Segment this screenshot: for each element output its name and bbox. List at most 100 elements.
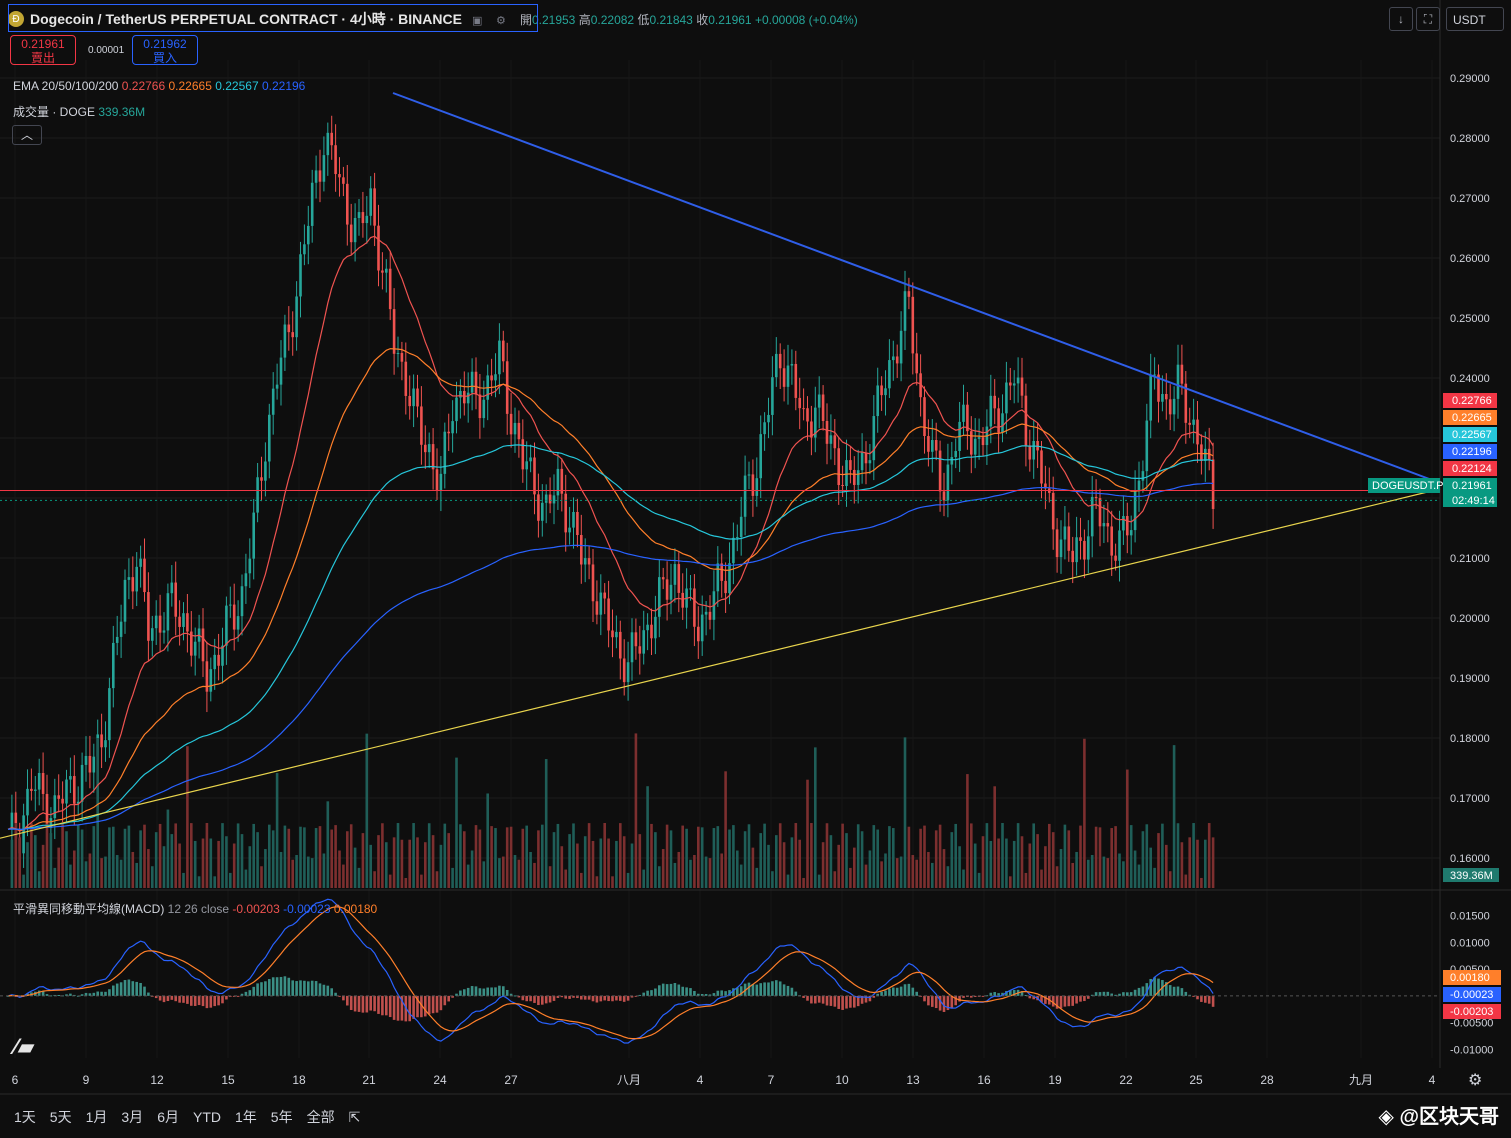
volume-bar xyxy=(759,833,762,888)
date-range-icon[interactable]: ⇱ xyxy=(348,1108,361,1125)
volume-bar xyxy=(950,832,954,888)
volume-legend[interactable]: 成交量 · DOGE 339.36M xyxy=(13,105,146,119)
x-tick-label: 7 xyxy=(768,1073,775,1087)
fullscreen-icon[interactable]: ⛶ xyxy=(1416,7,1440,31)
volume-bar xyxy=(1009,876,1012,888)
macd-histogram-bar xyxy=(466,987,470,996)
candle-body xyxy=(934,440,938,451)
volume-bar xyxy=(396,823,400,888)
download-icon[interactable]: ↓ xyxy=(1389,7,1413,31)
macd-histogram-bar xyxy=(431,995,435,1014)
candle-body xyxy=(704,611,708,615)
candle-body xyxy=(1063,526,1067,540)
macd-histogram-bar xyxy=(439,995,443,1011)
volume-bar xyxy=(143,824,146,888)
macd-legend[interactable]: 平滑異同移動平均線(MACD) 12 26 close -0.00203 -0.… xyxy=(13,902,378,916)
axis-settings-icon[interactable]: ⚙ xyxy=(1468,1072,1483,1089)
volume-bar xyxy=(365,733,369,888)
volume-bar xyxy=(310,858,314,888)
range-6m[interactable]: 6月 xyxy=(157,1109,179,1125)
candle-body xyxy=(232,604,236,630)
range-1d[interactable]: 1天 xyxy=(14,1109,36,1125)
macd-histogram-bar xyxy=(619,995,622,1001)
buy-button[interactable]: 0.21962 買入 xyxy=(132,35,198,65)
candle-body xyxy=(37,772,41,790)
volume-bar xyxy=(1196,839,1199,888)
candle-body xyxy=(931,440,934,452)
macd-histogram-bar xyxy=(112,985,115,996)
volume-bar xyxy=(517,859,521,888)
volume-bar xyxy=(424,842,427,888)
currency-select[interactable]: USDT xyxy=(1446,7,1504,31)
macd-histogram-bar xyxy=(599,995,603,1002)
range-all[interactable]: 全部 xyxy=(306,1109,335,1125)
volume-bar xyxy=(1204,839,1207,888)
macd-histogram-bar xyxy=(127,979,131,996)
volume-bar xyxy=(1184,874,1188,888)
volume-bar xyxy=(26,842,29,888)
countdown-label: 02:49:14 xyxy=(1452,495,1495,507)
symbol-title[interactable]: Dogecoin / TetherUS PERPETUAL CONTRACT ·… xyxy=(30,11,462,27)
volume-bar xyxy=(732,825,735,888)
candle-body xyxy=(626,662,630,683)
macd-histogram-bar xyxy=(587,995,591,1000)
volume-bar xyxy=(217,840,220,888)
x-tick-label: 18 xyxy=(292,1073,306,1087)
candle-body xyxy=(911,296,915,354)
range-ytd[interactable]: YTD xyxy=(192,1109,221,1125)
macd-histogram-bar xyxy=(201,995,205,1007)
macd-histogram-bar xyxy=(989,992,993,996)
candle-body xyxy=(412,388,415,407)
macd-histogram-bar xyxy=(229,995,232,997)
volume-bar xyxy=(166,809,170,888)
macd-histogram-bar xyxy=(217,995,220,1006)
range-1y[interactable]: 1年 xyxy=(234,1109,257,1125)
candle-body xyxy=(884,388,887,396)
collapse-legend-button[interactable]: ︿ xyxy=(12,125,42,145)
macd-histogram-bar xyxy=(396,995,400,1021)
candle-body xyxy=(57,795,60,799)
macd-histogram-bar xyxy=(41,991,45,996)
candle-body xyxy=(307,225,310,245)
volume-bar xyxy=(135,862,138,888)
candle-body xyxy=(252,512,255,559)
macd-histogram-bar xyxy=(455,993,458,996)
range-3m[interactable]: 3月 xyxy=(121,1109,144,1125)
range-5y[interactable]: 5年 xyxy=(270,1109,293,1125)
candle-body xyxy=(829,435,833,444)
candle-body xyxy=(264,461,267,481)
volume-bar xyxy=(888,826,891,888)
candle-body xyxy=(1157,374,1160,402)
sell-button[interactable]: 0.21961 賣出 xyxy=(10,35,76,65)
macd-histogram-bar xyxy=(1102,991,1106,996)
candle-body xyxy=(556,468,560,496)
ema-legend[interactable]: EMA 20/50/100/200 0.22766 0.22665 0.2256… xyxy=(13,79,306,93)
candle-body xyxy=(650,624,653,639)
macd-histogram-bar xyxy=(271,977,275,996)
volume-bar xyxy=(997,838,1000,888)
volume-bar xyxy=(665,824,669,888)
macd-histogram-bar xyxy=(771,981,774,996)
candle-body xyxy=(365,215,369,224)
volume-bar xyxy=(1051,832,1055,888)
volume-bar xyxy=(1141,831,1145,888)
chart-type-icon[interactable]: ▣ xyxy=(471,15,483,27)
candle-body xyxy=(451,421,454,434)
settings-icon[interactable]: ⚙ xyxy=(495,15,506,27)
macd-tick-label: -0.01000 xyxy=(1450,1044,1493,1056)
volume-bar xyxy=(775,835,778,888)
volume-bar xyxy=(1016,823,1020,888)
macd-histogram-bar xyxy=(724,991,727,996)
range-5d[interactable]: 5天 xyxy=(49,1109,72,1125)
volume-bar xyxy=(385,842,388,888)
x-tick-label: 22 xyxy=(1119,1073,1133,1087)
volume-bar xyxy=(186,746,189,888)
macd-histogram-bar xyxy=(576,995,579,999)
volume-bar xyxy=(256,832,259,888)
macd-histogram-bar xyxy=(26,993,29,996)
range-1m[interactable]: 1月 xyxy=(85,1109,108,1125)
macd-histogram-bar xyxy=(1063,995,1067,1007)
candle-body xyxy=(966,404,969,432)
macd-histogram-bar xyxy=(486,987,489,996)
